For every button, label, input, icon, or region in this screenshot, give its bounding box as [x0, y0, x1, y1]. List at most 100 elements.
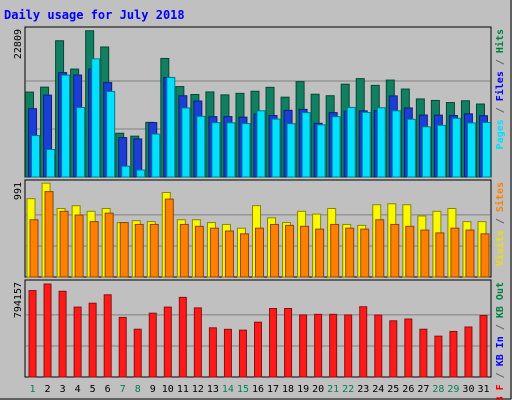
y-max-label: 991 — [13, 182, 24, 200]
y-max-label: 22809 — [13, 29, 24, 59]
bar-kb-f-day-30 — [464, 326, 473, 378]
bar-pages-day-17 — [271, 118, 281, 178]
bar-pages-day-15 — [241, 123, 251, 178]
bar-sites-day-27 — [420, 229, 430, 278]
bar-pages-day-13 — [211, 122, 221, 178]
x-tick-label-24: 24 — [372, 384, 384, 395]
bar-pages-day-23 — [361, 111, 371, 178]
x-tick-label-31: 31 — [477, 384, 489, 395]
bar-sites-day-6 — [104, 212, 114, 278]
bar-pages-day-16 — [256, 110, 266, 178]
bar-pages-day-26 — [406, 118, 416, 178]
bar-sites-day-28 — [435, 232, 445, 278]
x-tick-label-23: 23 — [357, 384, 369, 395]
bar-pages-day-2 — [46, 148, 56, 178]
bar-sites-day-14 — [224, 230, 234, 278]
legend-part: KB In — [495, 336, 506, 366]
bar-pages-day-9 — [151, 133, 161, 178]
legend-part: KB Out — [495, 282, 506, 318]
x-tick-label-22: 22 — [342, 384, 354, 395]
legend-part: Pages — [495, 119, 506, 149]
x-tick-label-11: 11 — [177, 384, 189, 395]
bar-kb-f-day-22 — [344, 314, 353, 378]
bar-sites-day-15 — [239, 233, 249, 278]
bar-kb-f-day-11 — [178, 296, 187, 378]
bar-pages-day-18 — [286, 123, 296, 178]
x-tick-label-12: 12 — [192, 384, 204, 395]
x-tick-label-9: 9 — [150, 384, 156, 395]
bar-sites-day-2 — [44, 191, 54, 278]
bar-sites-day-4 — [74, 214, 84, 278]
bar-pages-day-28 — [436, 124, 446, 178]
bar-sites-day-20 — [315, 228, 325, 278]
x-tick-label-2: 2 — [45, 384, 51, 395]
bar-pages-day-4 — [76, 106, 86, 178]
bar-sites-day-30 — [465, 229, 475, 278]
x-tick-label-19: 19 — [297, 384, 309, 395]
bar-sites-day-11 — [179, 223, 189, 278]
x-tick-label-13: 13 — [207, 384, 219, 395]
bar-kb-f-day-26 — [404, 318, 413, 378]
bar-sites-day-24 — [375, 219, 385, 278]
bar-kb-f-day-3 — [58, 290, 67, 378]
x-tick-label-18: 18 — [282, 384, 294, 395]
legend-part: / — [495, 212, 506, 230]
bar-sites-day-16 — [255, 227, 264, 278]
bar-pages-day-24 — [376, 107, 386, 178]
bar-kb-f-day-21 — [329, 313, 338, 378]
x-tick-label-3: 3 — [60, 384, 66, 395]
bar-sites-day-5 — [89, 221, 99, 278]
x-tick-label-15: 15 — [237, 384, 249, 395]
bar-sites-day-9 — [149, 223, 159, 278]
x-tick-label-27: 27 — [417, 384, 429, 395]
bar-kb-f-day-28 — [434, 335, 443, 378]
x-tick-label-17: 17 — [267, 384, 279, 395]
chart-panels: 22809 Pages / Files / Hits 991 Visits / Sit… — [13, 26, 506, 400]
bar-pages-day-8 — [136, 169, 146, 178]
bar-kb-f-day-8 — [133, 328, 142, 378]
x-tick-label-28: 28 — [432, 384, 444, 395]
chart-title: Daily usage for July 2018 — [4, 8, 185, 22]
bar-sites-day-17 — [270, 223, 280, 278]
bar-kb-f-day-23 — [359, 306, 368, 378]
bar-kb-f-day-27 — [419, 328, 428, 378]
bar-pages-day-14 — [226, 122, 236, 178]
bar-sites-day-25 — [390, 223, 400, 278]
bar-pages-day-20 — [316, 124, 326, 178]
bar-kb-f-day-6 — [103, 294, 112, 378]
bar-pages-day-21 — [331, 116, 341, 178]
bar-sites-day-18 — [285, 224, 295, 278]
x-tick-label-8: 8 — [135, 384, 141, 395]
bar-kb-f-day-18 — [284, 307, 293, 378]
bar-pages-day-29 — [451, 117, 461, 178]
bar-sites-day-31 — [480, 233, 490, 278]
bar-sites-day-7 — [119, 222, 129, 278]
x-tick-label-10: 10 — [162, 384, 174, 395]
x-tick-label-14: 14 — [222, 384, 234, 395]
bar-pages-day-31 — [481, 121, 491, 178]
bar-sites-day-19 — [300, 225, 310, 278]
bar-sites-day-1 — [29, 219, 39, 278]
bar-kb-f-day-9 — [148, 312, 157, 378]
bar-kb-f-day-14 — [223, 328, 232, 378]
y-max-label: 794157 — [13, 282, 24, 318]
legend-part: Sites — [494, 182, 506, 212]
bar-kb-f-day-7 — [118, 316, 127, 378]
legend-part: / — [495, 101, 506, 119]
bar-pages-day-25 — [391, 110, 401, 178]
x-tick-label-5: 5 — [90, 384, 96, 395]
legend-part: Hits — [494, 29, 506, 53]
bar-pages-day-1 — [31, 135, 41, 178]
bar-kb-f-day-24 — [374, 314, 383, 378]
panel-hits-files-pages: 22809 Pages / Files / Hits — [13, 26, 506, 178]
legend-part: Files — [494, 71, 506, 101]
bar-kb-f-day-16 — [254, 321, 262, 378]
x-tick-label-20: 20 — [312, 384, 324, 395]
x-axis-labels: 1 2 3 4 5 6 7 8 9 10 11 12 13 14 15 16 17 18 19 20 21 22 23 24 2… — [30, 384, 490, 395]
legend-label: Visits / Sites — [494, 182, 506, 266]
legend-label: KB F / KB In / KB Out — [495, 282, 506, 400]
x-tick-label-6: 6 — [105, 384, 111, 395]
bar-kb-f-day-12 — [193, 307, 202, 378]
x-tick-label-25: 25 — [387, 384, 399, 395]
bar-pages-day-30 — [466, 122, 476, 178]
